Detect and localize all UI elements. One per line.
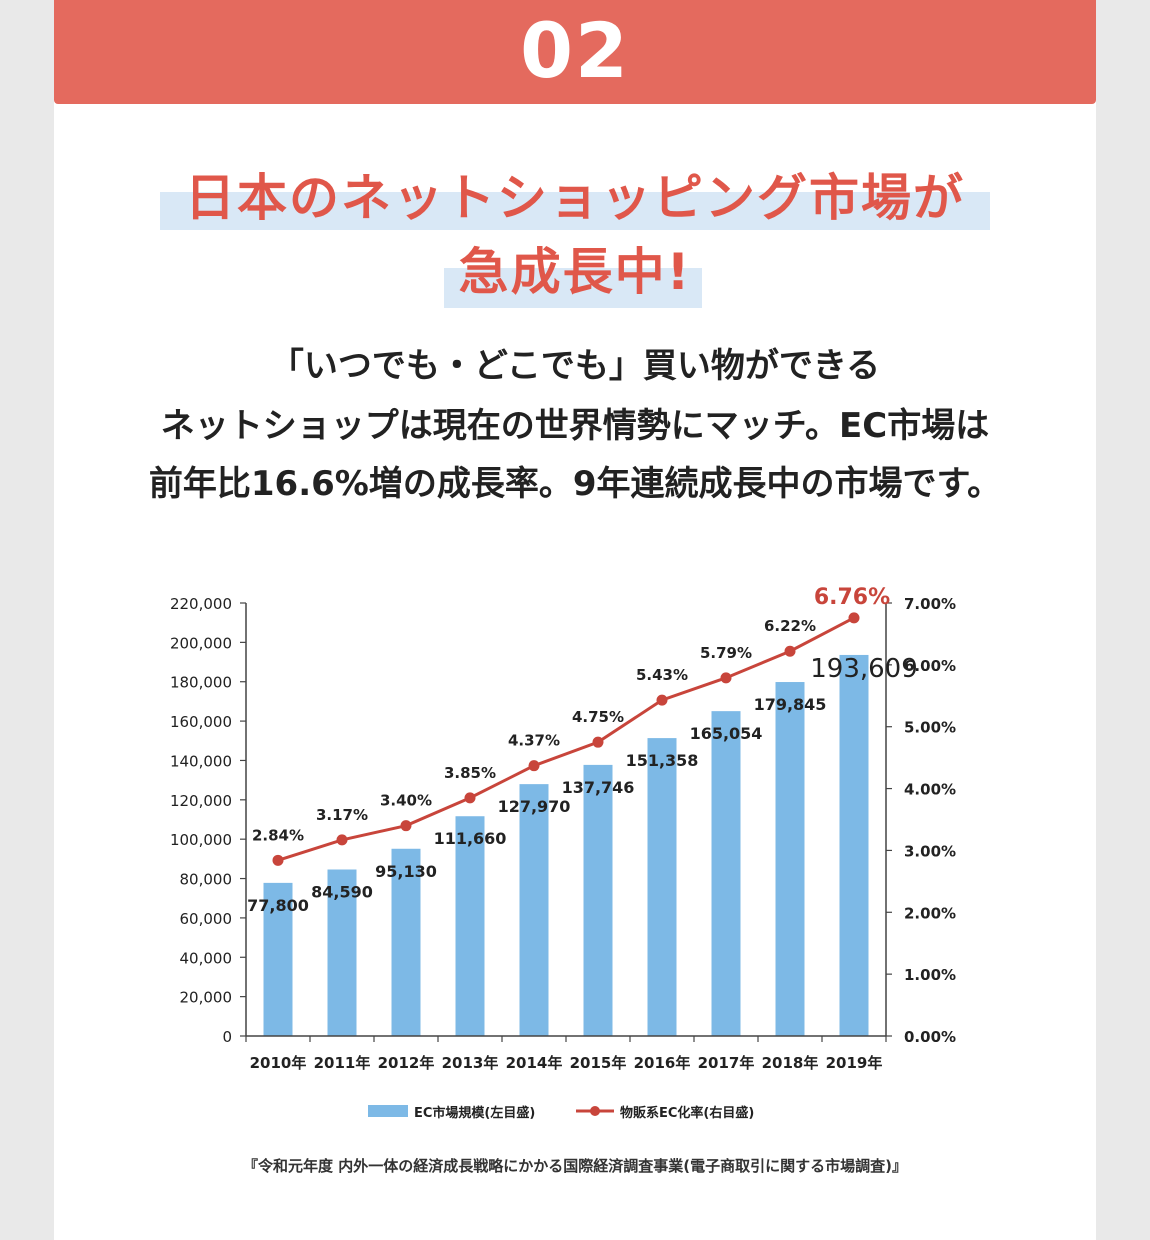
rate-point bbox=[272, 854, 284, 866]
bar-value-label: 111,660 bbox=[434, 829, 507, 848]
page-title-line-2: 急成長中! bbox=[458, 243, 692, 301]
bar-value-label: 137,746 bbox=[562, 778, 635, 797]
right-axis-tick-label: 0.00% bbox=[904, 1028, 956, 1046]
rate-value-label: 4.37% bbox=[508, 732, 560, 750]
rate-value-label: 6.76% bbox=[814, 585, 890, 610]
bar bbox=[839, 654, 869, 1036]
rate-value-label: 3.40% bbox=[380, 792, 432, 810]
x-axis-tick-label: 2015年 bbox=[570, 1054, 627, 1072]
rate-point bbox=[720, 672, 732, 684]
page-title-line-1: 日本のネットショッピング市場が bbox=[185, 169, 965, 227]
bar bbox=[263, 882, 293, 1036]
x-axis-tick-label: 2010年 bbox=[250, 1054, 307, 1072]
ec-market-chart: 0 20,000 40,000 60,000 80,000 100,000 120,000 1… bbox=[170, 585, 956, 1121]
bar-value-label: 95,130 bbox=[375, 862, 437, 881]
bar-value-label: 151,358 bbox=[626, 751, 699, 770]
bar bbox=[519, 784, 549, 1036]
rate-value-label: 5.43% bbox=[636, 666, 688, 684]
bar bbox=[711, 711, 741, 1036]
section-number: 02 bbox=[520, 6, 630, 95]
rate-point bbox=[528, 760, 540, 772]
bar bbox=[775, 682, 805, 1036]
right-axis-tick-label: 7.00% bbox=[904, 595, 956, 613]
right-axis-tick-label: 2.00% bbox=[904, 904, 956, 922]
rate-value-label: 3.17% bbox=[316, 806, 368, 824]
bar bbox=[327, 869, 357, 1036]
left-axis-tick-label: 200,000 bbox=[170, 634, 232, 652]
rate-point bbox=[848, 612, 860, 624]
right-axis-tick-label: 5.00% bbox=[904, 719, 956, 737]
bar bbox=[647, 738, 677, 1036]
legend-line-label: 物販系EC化率(右目盛) bbox=[620, 1105, 754, 1121]
rate-point bbox=[400, 820, 412, 832]
x-axis-tick-label: 2019年 bbox=[826, 1054, 883, 1072]
rate-value-label: 3.85% bbox=[444, 764, 496, 782]
title-highlight-1 bbox=[160, 192, 990, 230]
x-axis-tick-label: 2012年 bbox=[378, 1054, 435, 1072]
left-axis-tick-label: 60,000 bbox=[180, 910, 233, 928]
left-axis-tick-label: 160,000 bbox=[170, 713, 232, 731]
rate-value-label: 6.22% bbox=[764, 617, 816, 635]
bar-value-label: 193,609 bbox=[810, 654, 918, 684]
left-axis-tick-label: 180,000 bbox=[170, 674, 232, 692]
x-axis-tick-label: 2016年 bbox=[634, 1054, 691, 1072]
x-axis-tick-label: 2018年 bbox=[762, 1054, 819, 1072]
rate-value-label: 5.79% bbox=[700, 644, 752, 662]
x-axis-tick-label: 2011年 bbox=[314, 1054, 371, 1072]
bar-value-label: 127,970 bbox=[498, 797, 571, 816]
x-axis-tick-label: 2017年 bbox=[698, 1054, 755, 1072]
rate-value-label: 2.84% bbox=[252, 826, 304, 844]
left-axis-tick-label: 40,000 bbox=[180, 949, 233, 967]
right-axis-tick-label: 4.00% bbox=[904, 781, 956, 799]
left-axis-tick-label: 100,000 bbox=[170, 831, 232, 849]
section-header: 02 bbox=[54, 0, 1096, 104]
body-text-line-1: 「いつでも・どこでも」買い物ができる bbox=[269, 346, 881, 386]
right-axis-tick-label: 6.00% bbox=[904, 657, 956, 675]
rate-point bbox=[784, 645, 796, 657]
left-axis-tick-label: 220,000 bbox=[170, 595, 232, 613]
title-highlight-2 bbox=[444, 268, 702, 308]
legend-bar-swatch bbox=[368, 1105, 408, 1117]
bar-value-label: 165,054 bbox=[690, 724, 763, 743]
x-axis-tick-label: 2014年 bbox=[506, 1054, 563, 1072]
rate-point bbox=[656, 694, 668, 706]
body-text-line-2: ネットショップは現在の世界情勢にマッチ。EC市場は bbox=[160, 406, 990, 446]
bar-value-label: 84,590 bbox=[311, 883, 373, 902]
rate-point bbox=[592, 736, 604, 748]
bar-value-label: 179,845 bbox=[754, 695, 827, 714]
bar-value-label: 77,800 bbox=[247, 896, 309, 915]
right-axis-tick-label: 1.00% bbox=[904, 966, 956, 984]
rate-line bbox=[277, 616, 855, 862]
x-axis-tick-label: 2013年 bbox=[442, 1054, 499, 1072]
legend-line-marker bbox=[590, 1106, 600, 1116]
bar bbox=[391, 848, 421, 1036]
rate-point bbox=[336, 834, 348, 846]
left-axis-tick-label: 20,000 bbox=[180, 989, 233, 1007]
left-axis-tick-label: 120,000 bbox=[170, 792, 232, 810]
bar bbox=[455, 816, 485, 1036]
legend-bar-label: EC市場規模(左目盛) bbox=[414, 1105, 535, 1121]
bar bbox=[583, 764, 613, 1036]
left-axis-tick-label: 140,000 bbox=[170, 752, 232, 770]
source-citation: 『令和元年度 内外一体の経済成長戦略にかかる国際経済調査事業(電子商取引に関する… bbox=[243, 1157, 907, 1175]
left-axis-tick-label: 0 bbox=[222, 1028, 232, 1046]
rate-value-label: 4.75% bbox=[572, 708, 624, 726]
right-axis-tick-label: 3.00% bbox=[904, 842, 956, 860]
rate-point bbox=[464, 792, 476, 804]
body-text-line-3: 前年比16.6%増の成長率。9年連続成長中の市場です。 bbox=[148, 464, 1002, 504]
left-axis-tick-label: 80,000 bbox=[180, 871, 233, 889]
